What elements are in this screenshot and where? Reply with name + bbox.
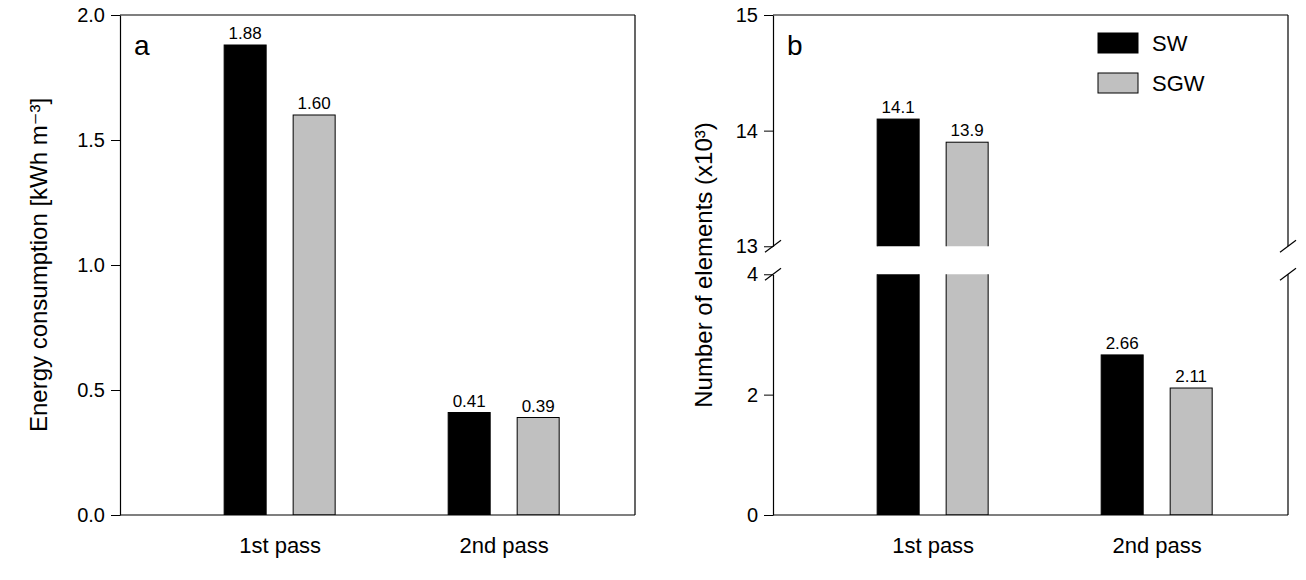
bar: [1170, 388, 1212, 515]
axis-break: [765, 240, 781, 252]
legend-swatch: [1098, 73, 1138, 93]
legend: SW SGW: [1098, 31, 1205, 96]
tick: 15: [736, 4, 773, 26]
tick: 1st pass: [239, 515, 321, 558]
axis-line: [773, 16, 774, 247]
panel: 0 2 4 13 14 15 1st pass 2nd pass 14.1 2.66 13.9 2.1…: [690, 0, 1297, 580]
tick: 1.0: [77, 254, 120, 276]
tick: 2nd pass: [460, 515, 549, 558]
axis-break: [1280, 268, 1296, 280]
tick-label: 2nd pass: [1113, 533, 1202, 558]
panel: 0.00.51.01.52.01st pass2nd pass1.880.411…: [25, 4, 636, 558]
tick-mark: [111, 265, 120, 266]
axis-line: [773, 275, 774, 516]
tick-mark: [764, 395, 773, 396]
y-axis: 0.0 0.5 1.0 1.5 2.0: [77, 4, 120, 526]
tick-label: 1st pass: [892, 533, 974, 558]
y-axis: 13 14 15: [736, 4, 774, 257]
tick: 14: [736, 120, 773, 142]
tick-mark: [764, 131, 773, 132]
data-label: 2.66: [1106, 334, 1139, 353]
tick-label: 2nd pass: [460, 533, 549, 558]
data-label: 0.39: [522, 397, 555, 416]
tick: 0: [747, 504, 773, 526]
bars: [877, 119, 1212, 246]
bar: [946, 142, 988, 246]
tick-label: 0.0: [77, 504, 105, 526]
data-label: 13.9: [951, 121, 984, 140]
axis-break: [1280, 240, 1296, 252]
bar: [224, 45, 266, 515]
frame: [120, 14, 635, 15]
data-labels: 1.88 0.41 1.60 0.39: [229, 24, 555, 416]
tick: 2: [747, 384, 773, 406]
legend-label: SGW: [1152, 71, 1205, 96]
tick-mark: [111, 515, 120, 516]
tick: 1st pass: [892, 515, 974, 558]
tick-label: 1.5: [77, 129, 105, 151]
frame: [634, 15, 635, 515]
bar: [877, 119, 919, 246]
tick-mark: [111, 15, 120, 16]
data-label: 1.88: [229, 24, 262, 43]
data-label: 2.11: [1175, 367, 1207, 386]
legend-label: SW: [1152, 31, 1188, 56]
tick: 2.0: [77, 4, 120, 26]
y-axis-title: Number of elements (x10³): [690, 122, 717, 407]
bar: [877, 274, 919, 515]
x-axis: 1st pass 2nd pass: [892, 515, 1202, 558]
y-axis-title: Energy consumption [kWh m⁻³]: [25, 98, 52, 432]
tick-mark: [111, 140, 120, 141]
tick: 1.5: [77, 129, 120, 151]
tick: 4: [747, 263, 773, 285]
data-label: 14.1: [882, 98, 915, 117]
tick: 13: [736, 235, 773, 257]
panel-label: a: [134, 30, 150, 61]
axis-line: [120, 16, 121, 516]
tick-label: 4: [747, 263, 758, 285]
legend-swatch: [1098, 33, 1138, 53]
tick-label: 2.0: [77, 4, 105, 26]
bars: [877, 274, 1212, 515]
frame: [120, 514, 635, 515]
tick: 0.0: [77, 504, 120, 526]
bar: [448, 413, 490, 516]
tick-mark: [764, 515, 773, 516]
tick-label: 0: [747, 504, 758, 526]
x-axis: 1st pass 2nd pass: [239, 515, 549, 558]
tick-label: 1.0: [77, 254, 105, 276]
axis-break: [765, 268, 781, 280]
data-label: 1.60: [298, 94, 331, 113]
tick-label: 0.5: [77, 379, 105, 401]
tick-mark: [111, 390, 120, 391]
bar: [946, 274, 988, 515]
frame: [773, 514, 1288, 515]
chart: 0.00.51.01.52.01st pass2nd pass1.880.411…: [0, 0, 1306, 580]
tick-label: 13: [736, 235, 758, 257]
legend-entry: SW: [1098, 31, 1188, 56]
y-axis: 0 2 4: [747, 263, 774, 526]
tick-label: 1st pass: [239, 533, 321, 558]
legend-entry: SGW: [1098, 71, 1205, 96]
panel-label: b: [787, 30, 803, 61]
data-labels: 14.1 2.66 13.9 2.11: [882, 98, 1207, 386]
frame: [1287, 15, 1288, 246]
tick: 2nd pass: [1113, 515, 1202, 558]
tick-label: 14: [736, 120, 758, 142]
frame: [1287, 274, 1288, 515]
tick-mark: [764, 15, 773, 16]
bar: [517, 418, 559, 516]
bar: [293, 115, 335, 515]
bar: [1101, 355, 1143, 515]
tick: 0.5: [77, 379, 120, 401]
data-label: 0.41: [453, 392, 486, 411]
bars: [224, 45, 559, 515]
frame: [773, 14, 1288, 15]
tick-label: 15: [736, 4, 758, 26]
tick-label: 2: [747, 384, 758, 406]
